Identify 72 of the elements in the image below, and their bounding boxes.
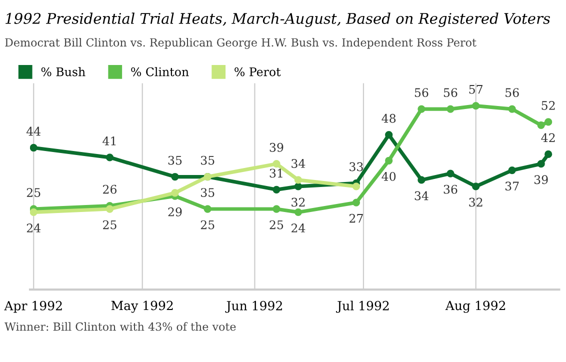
- data-label: 48: [382, 114, 396, 123]
- x-tick-label: Jul 1992: [336, 300, 389, 313]
- data-label: 39: [534, 175, 548, 184]
- data-label: 24: [26, 224, 41, 232]
- data-label: 25: [103, 220, 116, 230]
- data-label: 35: [201, 156, 214, 165]
- point: [30, 144, 38, 152]
- data-label: 35: [168, 156, 182, 165]
- data-label: 32: [292, 198, 305, 207]
- point: [446, 170, 454, 178]
- point: [30, 208, 38, 216]
- point: [171, 172, 179, 181]
- legend-label: % Clinton: [131, 67, 189, 76]
- x-tick-label: Apr 1992: [4, 300, 62, 313]
- point: [352, 182, 360, 190]
- point: [508, 166, 516, 174]
- point: [106, 205, 114, 213]
- legend-label: % Perot: [234, 67, 281, 76]
- point: [272, 160, 280, 168]
- data-label: 56: [444, 88, 458, 98]
- point: [106, 154, 114, 162]
- point: [537, 121, 545, 129]
- point: [272, 186, 280, 194]
- point: [272, 205, 280, 213]
- point: [385, 131, 393, 139]
- data-label: 52: [542, 101, 555, 110]
- data-label: 36: [444, 184, 458, 194]
- x-tick-label: May 1992: [111, 300, 173, 313]
- data-label: 57: [469, 85, 482, 94]
- data-label: 34: [292, 159, 306, 168]
- data-label: 32: [469, 198, 482, 207]
- data-label: 40: [382, 172, 396, 181]
- point: [294, 176, 302, 184]
- point: [204, 205, 212, 213]
- point: [294, 182, 302, 190]
- data-label: 31: [270, 168, 282, 178]
- point: [544, 118, 552, 126]
- x-tick-label: Aug 1992: [445, 300, 506, 313]
- point: [171, 189, 179, 197]
- point: [472, 102, 480, 110]
- point: [537, 160, 545, 168]
- text: Winner: Bill Clinton with 43% of the vote: [4, 322, 236, 331]
- data-label: 33: [350, 162, 363, 172]
- legend-label: % Bush: [41, 67, 86, 76]
- data-label: 44: [26, 126, 41, 136]
- x-tick-label: Jun 1992: [225, 300, 282, 313]
- data-label: 34: [414, 191, 428, 200]
- data-label: 25: [270, 220, 284, 230]
- data-label: 26: [103, 184, 117, 194]
- data-label: 27: [350, 214, 363, 223]
- data-label: 56: [414, 88, 428, 98]
- data-label: 25: [26, 188, 40, 197]
- data-label: 41: [102, 136, 116, 146]
- data-label: 35: [201, 188, 214, 198]
- data-label: 29: [168, 207, 182, 216]
- data-label: 39: [270, 142, 284, 152]
- data-label: 42: [541, 133, 555, 142]
- point: [352, 198, 360, 206]
- point: [418, 176, 426, 184]
- chart-subtitle: Democrat Bill Clinton vs. Republican George H.W. Bush vs. Independent Ross Perot: [5, 38, 476, 49]
- point: [508, 105, 516, 113]
- chart-title: 1992 Presidential Trial Heats, March-August, Based on Registered Voters: [6, 12, 550, 27]
- point: [446, 105, 454, 113]
- data-label: 37: [505, 182, 519, 191]
- point: [385, 156, 393, 164]
- data-label: 24: [292, 224, 306, 232]
- point: [472, 182, 480, 190]
- point: [294, 208, 302, 216]
- data-label: 56: [506, 88, 519, 98]
- point: [418, 105, 426, 113]
- data-label: 25: [200, 220, 214, 230]
- point: [544, 150, 552, 158]
